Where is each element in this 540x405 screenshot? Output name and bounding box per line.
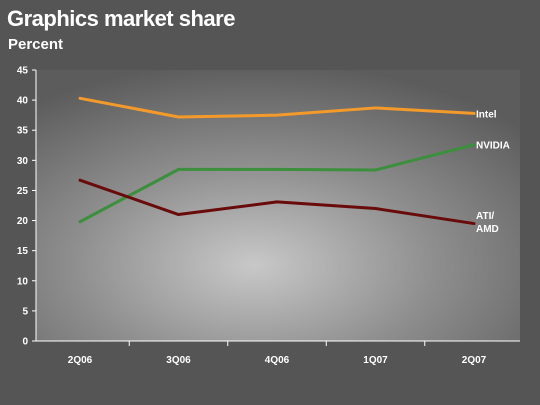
y-tick-label: 35 [17, 126, 29, 137]
series-label: ATI/ [476, 211, 494, 222]
y-tick-label: 45 [17, 66, 29, 77]
y-tick-label: 30 [17, 156, 29, 167]
x-tick-label: 2Q06 [68, 355, 93, 366]
series-label: NVIDIA [476, 141, 510, 152]
y-tick-label: 25 [17, 186, 29, 197]
y-tick-label: 15 [17, 246, 29, 257]
y-tick-label: 0 [22, 337, 28, 348]
chart-subtitle: Percent [8, 36, 64, 53]
y-tick-label: 10 [17, 276, 29, 287]
series-label: Intel [476, 109, 497, 120]
y-tick-label: 40 [17, 96, 29, 107]
x-tick-label: 2Q07 [462, 355, 487, 366]
x-tick-label: 4Q06 [265, 355, 290, 366]
series-label: AMD [476, 224, 499, 235]
y-tick-label: 5 [22, 306, 28, 317]
x-tick-label: 3Q06 [166, 355, 191, 366]
x-tick-label: 1Q07 [363, 355, 388, 366]
y-tick-label: 20 [17, 216, 29, 227]
chart-title: Graphics market share [7, 6, 235, 31]
